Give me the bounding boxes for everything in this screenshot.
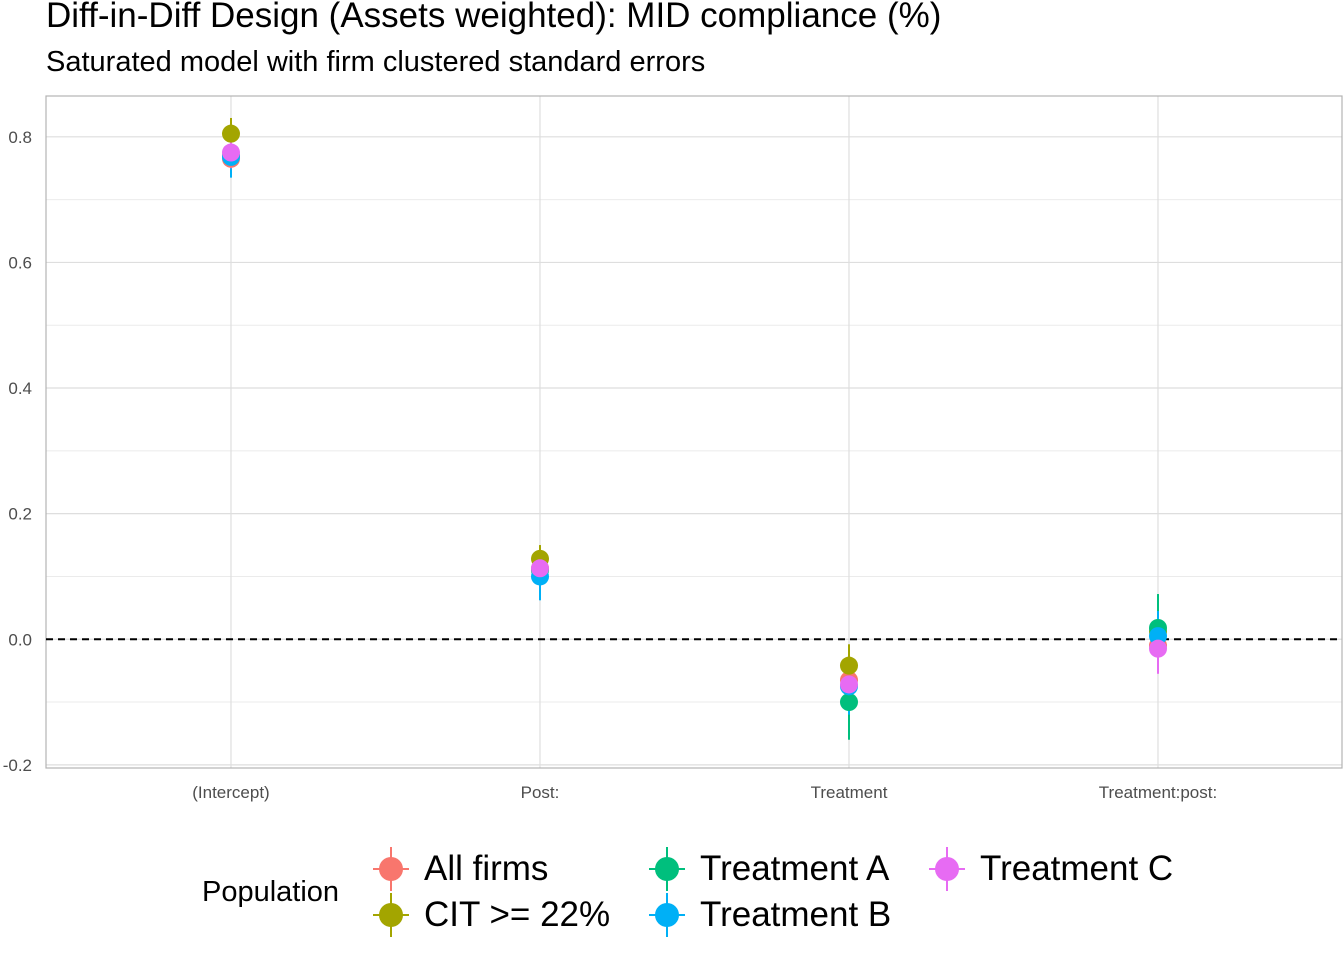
y-tick-label: 0.0 <box>8 630 32 649</box>
legend-key-dot <box>655 903 679 927</box>
data-point <box>222 124 240 143</box>
panel-border <box>45 95 1343 769</box>
legend-key-dot <box>655 857 679 881</box>
plot-area: -0.2 0.0 0.2 0.4 0.6 0.8 (Intercept) Post: Treat… <box>3 95 1343 802</box>
x-tick-label: Treatment:post: <box>1099 783 1217 802</box>
chart-title: Diff-in-Diff Design (Assets weighted): M… <box>46 0 942 35</box>
legend-key-icon <box>373 847 409 891</box>
chart-subtitle: Saturated model with firm clustered stan… <box>46 46 706 78</box>
legend-key-dot <box>379 903 403 927</box>
data-point <box>840 693 858 712</box>
legend-key-dot <box>379 857 403 881</box>
x-tick-label: Treatment <box>811 783 888 802</box>
data-point <box>1149 627 1167 646</box>
legend-key-dot <box>935 857 959 881</box>
y-tick-label: 0.6 <box>8 253 32 272</box>
legend-label: All firms <box>424 849 549 888</box>
data-point <box>840 656 858 675</box>
legend-key-icon <box>649 847 685 891</box>
data-point <box>531 559 549 578</box>
x-tick-label: Post: <box>521 783 560 802</box>
legend-key-icon <box>373 893 409 937</box>
data-point <box>222 143 240 162</box>
y-tick-label: 0.2 <box>8 505 32 524</box>
legend-title: Population <box>202 876 340 908</box>
legend-label: Treatment A <box>700 849 890 888</box>
data-point <box>1149 639 1167 658</box>
y-tick-label: 0.4 <box>8 379 32 398</box>
data-point <box>840 675 858 694</box>
legend-key-icon <box>929 847 965 891</box>
y-tick-label: -0.2 <box>3 756 32 775</box>
legend-label: CIT >= 22% <box>424 895 611 934</box>
legend-label: Treatment C <box>980 849 1174 888</box>
legend-label: Treatment B <box>700 895 892 934</box>
legend-key-icon <box>649 893 685 937</box>
x-tick-label: (Intercept) <box>192 783 269 802</box>
y-tick-label: 0.8 <box>8 128 32 147</box>
